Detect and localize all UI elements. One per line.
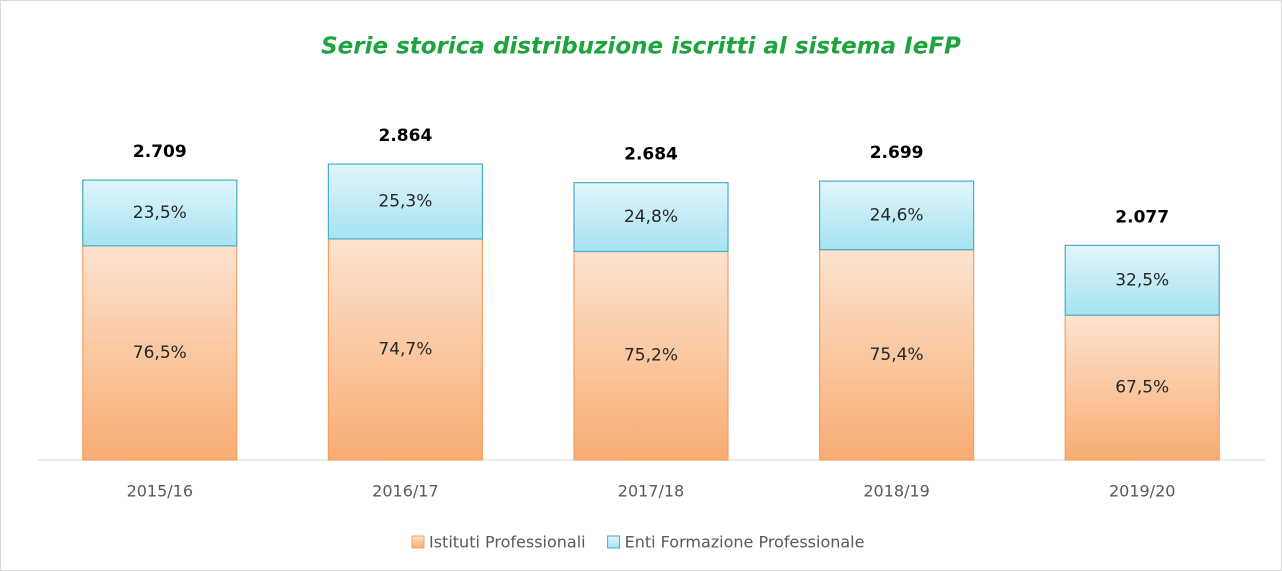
bar-segment: [818, 180, 975, 251]
bar-segment: [82, 245, 238, 461]
x-tick-label: 2019/20: [1109, 482, 1175, 501]
segment-label: 74,7%: [378, 339, 432, 359]
x-tick-label: 2018/19: [863, 482, 929, 501]
x-tick-label: 2017/18: [618, 482, 684, 501]
segment-label: 76,5%: [133, 343, 187, 363]
legend-swatch: [411, 535, 425, 549]
bar-segment: [573, 250, 729, 461]
total-label: 2.709: [133, 142, 187, 162]
x-tick-label: 2015/16: [127, 482, 193, 501]
bar-segment: [327, 163, 483, 240]
legend-label: Enti Formazione Professionale: [625, 533, 865, 552]
total-label: 2.864: [379, 126, 433, 146]
chart-title: Serie storica distribuzione iscritti al …: [321, 34, 961, 60]
segment-label: 24,8%: [624, 207, 678, 227]
bar-segment: [1064, 244, 1220, 316]
segment-label: 75,4%: [870, 345, 924, 365]
bar-segment: [327, 238, 483, 461]
segment-label: 67,5%: [1115, 378, 1169, 398]
segment-label: 75,2%: [624, 346, 678, 366]
total-label: 2.077: [1115, 207, 1169, 227]
total-label: 2.699: [870, 143, 924, 163]
legend-swatch: [607, 535, 621, 549]
bar-segment: [573, 182, 729, 253]
bar-segment: [818, 249, 975, 461]
x-tick-label: 2016/17: [372, 482, 438, 501]
bar-segment: [1064, 314, 1220, 461]
segment-label: 32,5%: [1115, 270, 1169, 290]
segment-label: 23,5%: [133, 203, 187, 223]
segment-label: 24,6%: [870, 205, 924, 225]
segment-label: 25,3%: [378, 191, 432, 211]
legend-label: Istituti Professionali: [429, 533, 586, 552]
total-label: 2.684: [624, 145, 678, 165]
bar-segment: [82, 179, 238, 247]
